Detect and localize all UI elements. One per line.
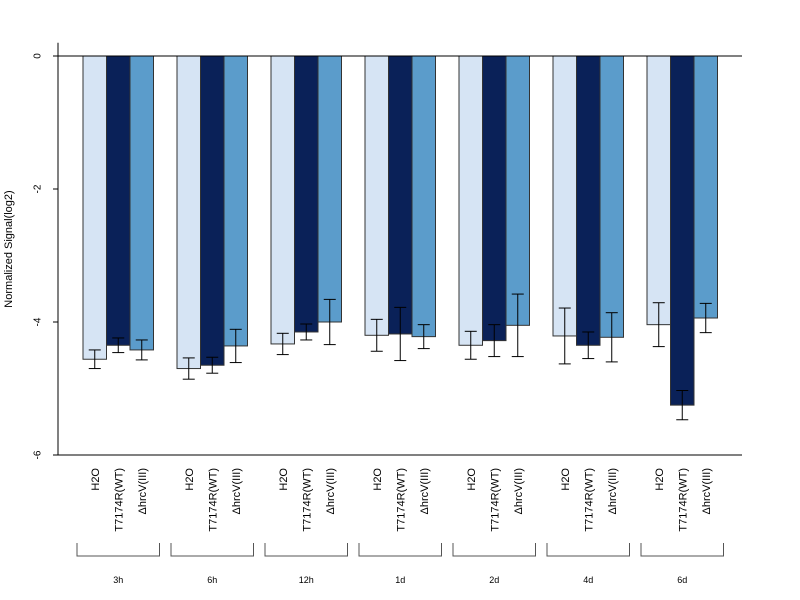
bar-3h-1 (106, 55, 131, 346)
x-tick-label: ΔhrcV(III) (231, 468, 243, 514)
error-bar-1d-2 (417, 324, 430, 350)
x-tick-label: T7174R(WT) (113, 468, 125, 532)
bar-6h-0 (176, 55, 201, 370)
error-bar-2d-2 (511, 293, 524, 358)
group-label: 6h (207, 575, 217, 585)
error-bar-1d-0 (370, 318, 383, 352)
x-tick-label: ΔhrcV(III) (513, 468, 525, 514)
x-tick-label: ΔhrcV(III) (325, 468, 337, 514)
bar-2d-2 (505, 55, 530, 326)
x-tick-label: ΔhrcV(III) (419, 468, 431, 514)
group-bracket-1d: 1d (358, 543, 442, 585)
group-bracket-3h: 3h (76, 543, 160, 585)
x-tick-label: T7174R(WT) (583, 468, 595, 532)
x-axis-labels: H2O T7174R(WT) ΔhrcV(III) H2O T7174R(WT) Δhrc… (90, 468, 713, 532)
x-tick-label: ΔhrcV(III) (701, 468, 713, 514)
bar-2d-1 (482, 55, 507, 342)
x-tick-label: ΔhrcV(III) (137, 468, 149, 514)
x-tick-label: T7174R(WT) (489, 468, 501, 532)
group-bracket-2d: 2d (452, 543, 536, 585)
x-tick-label: ΔhrcV(III) (607, 468, 619, 514)
group-label: 12h (299, 575, 314, 585)
bar-3h-0 (82, 55, 107, 360)
group-label: 6d (677, 575, 687, 585)
x-tick-label: T7174R(WT) (301, 468, 313, 532)
error-bars-layer (88, 293, 712, 421)
error-bar-6d-0 (652, 302, 665, 348)
group-bracket-12h: 12h (264, 543, 348, 585)
error-bar-3h-2 (135, 339, 148, 361)
bar-6h-1 (200, 55, 225, 366)
error-bar-2d-1 (488, 324, 501, 358)
bar-3h-2 (129, 55, 154, 351)
bar-6d-2 (693, 55, 718, 319)
x-tick-label: H2O (372, 468, 384, 491)
error-bar-2d-0 (464, 330, 477, 360)
y-tick-label: -2 (33, 184, 44, 193)
group-label: 1d (395, 575, 405, 585)
bar-1d-2 (411, 55, 436, 338)
y-tick-label: -4 (33, 317, 44, 326)
group-label: 3h (113, 575, 123, 585)
bar-4d-1 (576, 55, 601, 346)
bars-layer (82, 55, 718, 406)
group-bracket-6h: 6h (170, 543, 254, 585)
bar-4d-2 (599, 55, 624, 338)
x-tick-label: H2O (654, 468, 666, 491)
group-label: 2d (489, 575, 499, 585)
error-bar-12h-1 (300, 323, 313, 341)
error-bar-6h-0 (182, 357, 195, 380)
bar-1d-1 (388, 55, 413, 335)
y-axis: 0 -2 -4 -6 (33, 42, 742, 459)
group-label: 4d (583, 575, 593, 585)
error-bar-12h-2 (323, 298, 336, 346)
bar-12h-0 (270, 55, 295, 345)
bar-12h-2 (317, 55, 342, 323)
group-bracket-6d: 6d (640, 543, 724, 585)
bar-6d-1 (670, 55, 695, 406)
error-bar-6h-1 (206, 356, 219, 374)
x-tick-label: T7174R(WT) (677, 468, 689, 532)
error-bar-6h-2 (229, 328, 242, 364)
error-bar-4d-0 (558, 307, 571, 365)
x-tick-label: T7174R(WT) (395, 468, 407, 532)
bar-1d-0 (364, 55, 389, 336)
group-bracket-4d: 4d (546, 543, 630, 585)
error-bar-12h-0 (276, 332, 289, 356)
error-bar-1d-1 (394, 306, 407, 362)
bar-12h-1 (294, 55, 319, 333)
x-tick-label: H2O (466, 468, 478, 491)
x-tick-label: H2O (90, 468, 102, 491)
x-tick-label: T7174R(WT) (207, 468, 219, 532)
bar-6h-2 (223, 55, 248, 347)
error-bar-6d-2 (699, 302, 712, 334)
x-tick-label: H2O (184, 468, 196, 491)
bar-6d-0 (646, 55, 671, 326)
y-tick-label: 0 (33, 53, 44, 59)
group-brackets: 3h 6h 12h 1d 2d 4d 6d (76, 543, 724, 585)
y-axis-title: Normalized Signal(log2) (3, 190, 15, 307)
error-bar-4d-1 (582, 331, 595, 360)
x-tick-label: H2O (278, 468, 290, 491)
bar-2d-0 (458, 55, 483, 346)
error-bar-4d-2 (605, 312, 618, 363)
y-tick-label: -6 (33, 450, 44, 459)
bar-4d-0 (552, 55, 577, 337)
error-bar-3h-0 (88, 349, 101, 370)
error-bar-3h-1 (112, 337, 125, 354)
x-tick-label: H2O (560, 468, 572, 491)
error-bar-6d-1 (676, 389, 689, 421)
